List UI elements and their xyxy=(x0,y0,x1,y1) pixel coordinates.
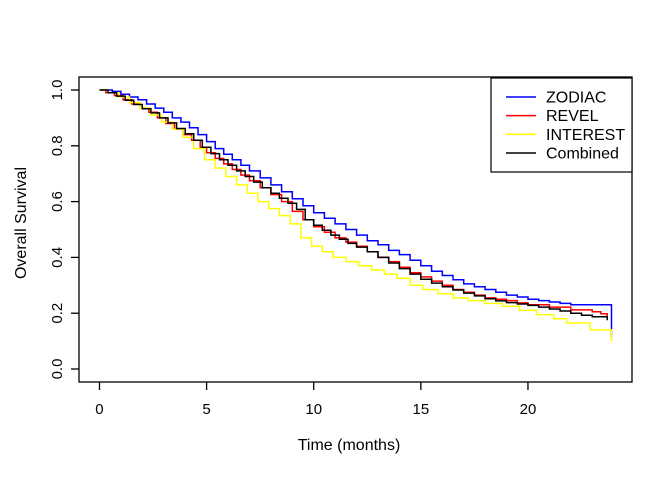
y-axis-tick-label: 0.0 xyxy=(49,359,66,380)
x-axis-tick-label: 10 xyxy=(305,401,322,418)
legend-label-combined: Combined xyxy=(546,146,619,163)
y-axis-tick-label: 0.4 xyxy=(49,247,66,268)
plot-border xyxy=(78,76,633,383)
x-axis-tick-label: 5 xyxy=(202,401,210,418)
legend-box xyxy=(490,77,633,173)
x-axis-title: Time (months) xyxy=(298,437,401,454)
y-axis-tick-label: 0.2 xyxy=(49,303,66,324)
legend-label-revel: REVEL xyxy=(546,108,599,125)
survival-curve-interest xyxy=(99,89,613,342)
survival-curve-zodiac xyxy=(99,89,613,337)
y-axis-tick-label: 0.6 xyxy=(49,191,66,212)
y-axis-title: Overall Survival xyxy=(13,167,30,279)
survival-curve-combined xyxy=(99,89,608,321)
x-axis-tick-label: 15 xyxy=(412,401,429,418)
legend-label-interest: INTEREST xyxy=(546,127,625,144)
x-axis-tick-label: 20 xyxy=(520,401,537,418)
x-axis-tick-label: 0 xyxy=(95,401,103,418)
legend-label-zodiac: ZODIAC xyxy=(546,90,606,107)
y-axis-tick-label: 0.8 xyxy=(49,135,66,156)
y-axis-tick-label: 1.0 xyxy=(49,80,66,101)
